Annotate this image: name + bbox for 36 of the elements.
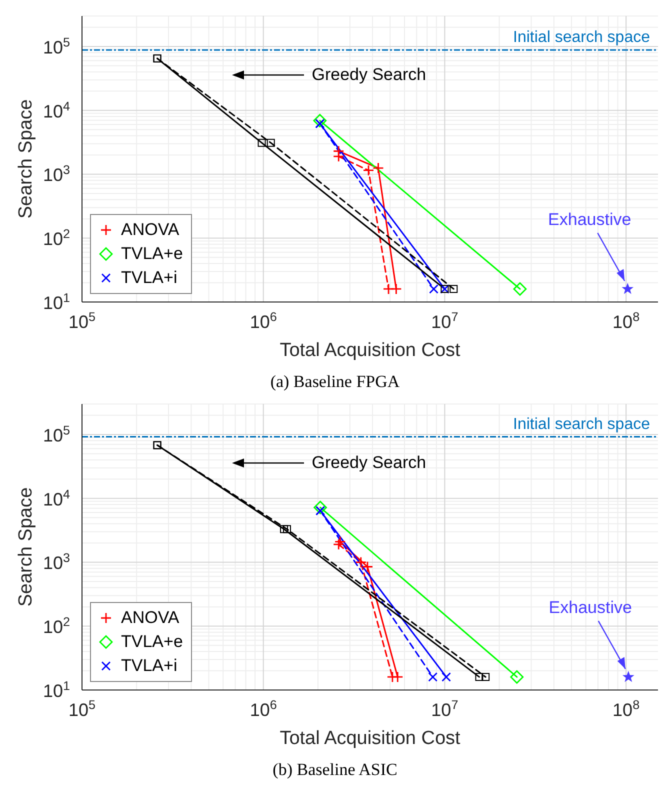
x-tick-label: 10$^{7}$ <box>431 698 458 720</box>
legend-label: ANOVA <box>121 608 180 628</box>
x-tick-label: 10$^{5}$ <box>68 698 96 720</box>
x-tick-label: 10$^{5}$ <box>68 310 96 332</box>
y-tick-label: 10$^{3}$ <box>42 551 70 574</box>
legend-label: TVLA+i <box>121 268 178 288</box>
y-axis-title: Search Space <box>16 99 36 219</box>
y-tick-label: 10$^{5}$ <box>42 35 70 58</box>
y-tick-label: 10$^{1}$ <box>42 679 70 701</box>
y-tick-label: 10$^{5}$ <box>42 423 70 446</box>
y-tick-label: 10$^{1}$ <box>42 291 70 313</box>
text: (b) Baseline ASIC <box>272 760 398 780</box>
ref-line-label: Initial search space <box>513 416 650 433</box>
legend-label: TVLA+e <box>121 632 183 652</box>
x-tick-label: 10$^{6}$ <box>250 698 277 720</box>
ref-line-label: Initial search space <box>513 29 650 46</box>
x-axis-title: Total Acquisition Cost <box>280 728 462 749</box>
y-tick-label: 10$^{2}$ <box>42 227 70 250</box>
annotation: Exhaustive <box>548 598 632 617</box>
x-tick-label: 10$^{8}$ <box>612 310 640 332</box>
x-axis-title: Total Acquisition Cost <box>280 340 462 361</box>
text: (a) Baseline FPGA <box>269 372 401 392</box>
y-tick-label: 10$^{3}$ <box>42 163 70 186</box>
x-tick-label: 10$^{8}$ <box>612 698 640 720</box>
annotation: Greedy Search <box>312 452 426 473</box>
y-tick-label: 10$^{4}$ <box>42 99 70 122</box>
legend-label: ANOVA <box>121 220 180 240</box>
x-tick-label: 10$^{7}$ <box>431 310 458 332</box>
annotation: Greedy Search <box>312 64 426 85</box>
legend-label: TVLA+e <box>121 244 183 264</box>
x-tick-label: 10$^{6}$ <box>250 310 277 332</box>
annotation: Exhaustive <box>548 210 632 229</box>
legend-label: TVLA+i <box>121 656 178 676</box>
y-axis-title: Search Space <box>16 487 36 607</box>
y-tick-label: 10$^{2}$ <box>42 615 70 638</box>
y-tick-label: 10$^{4}$ <box>42 487 70 510</box>
